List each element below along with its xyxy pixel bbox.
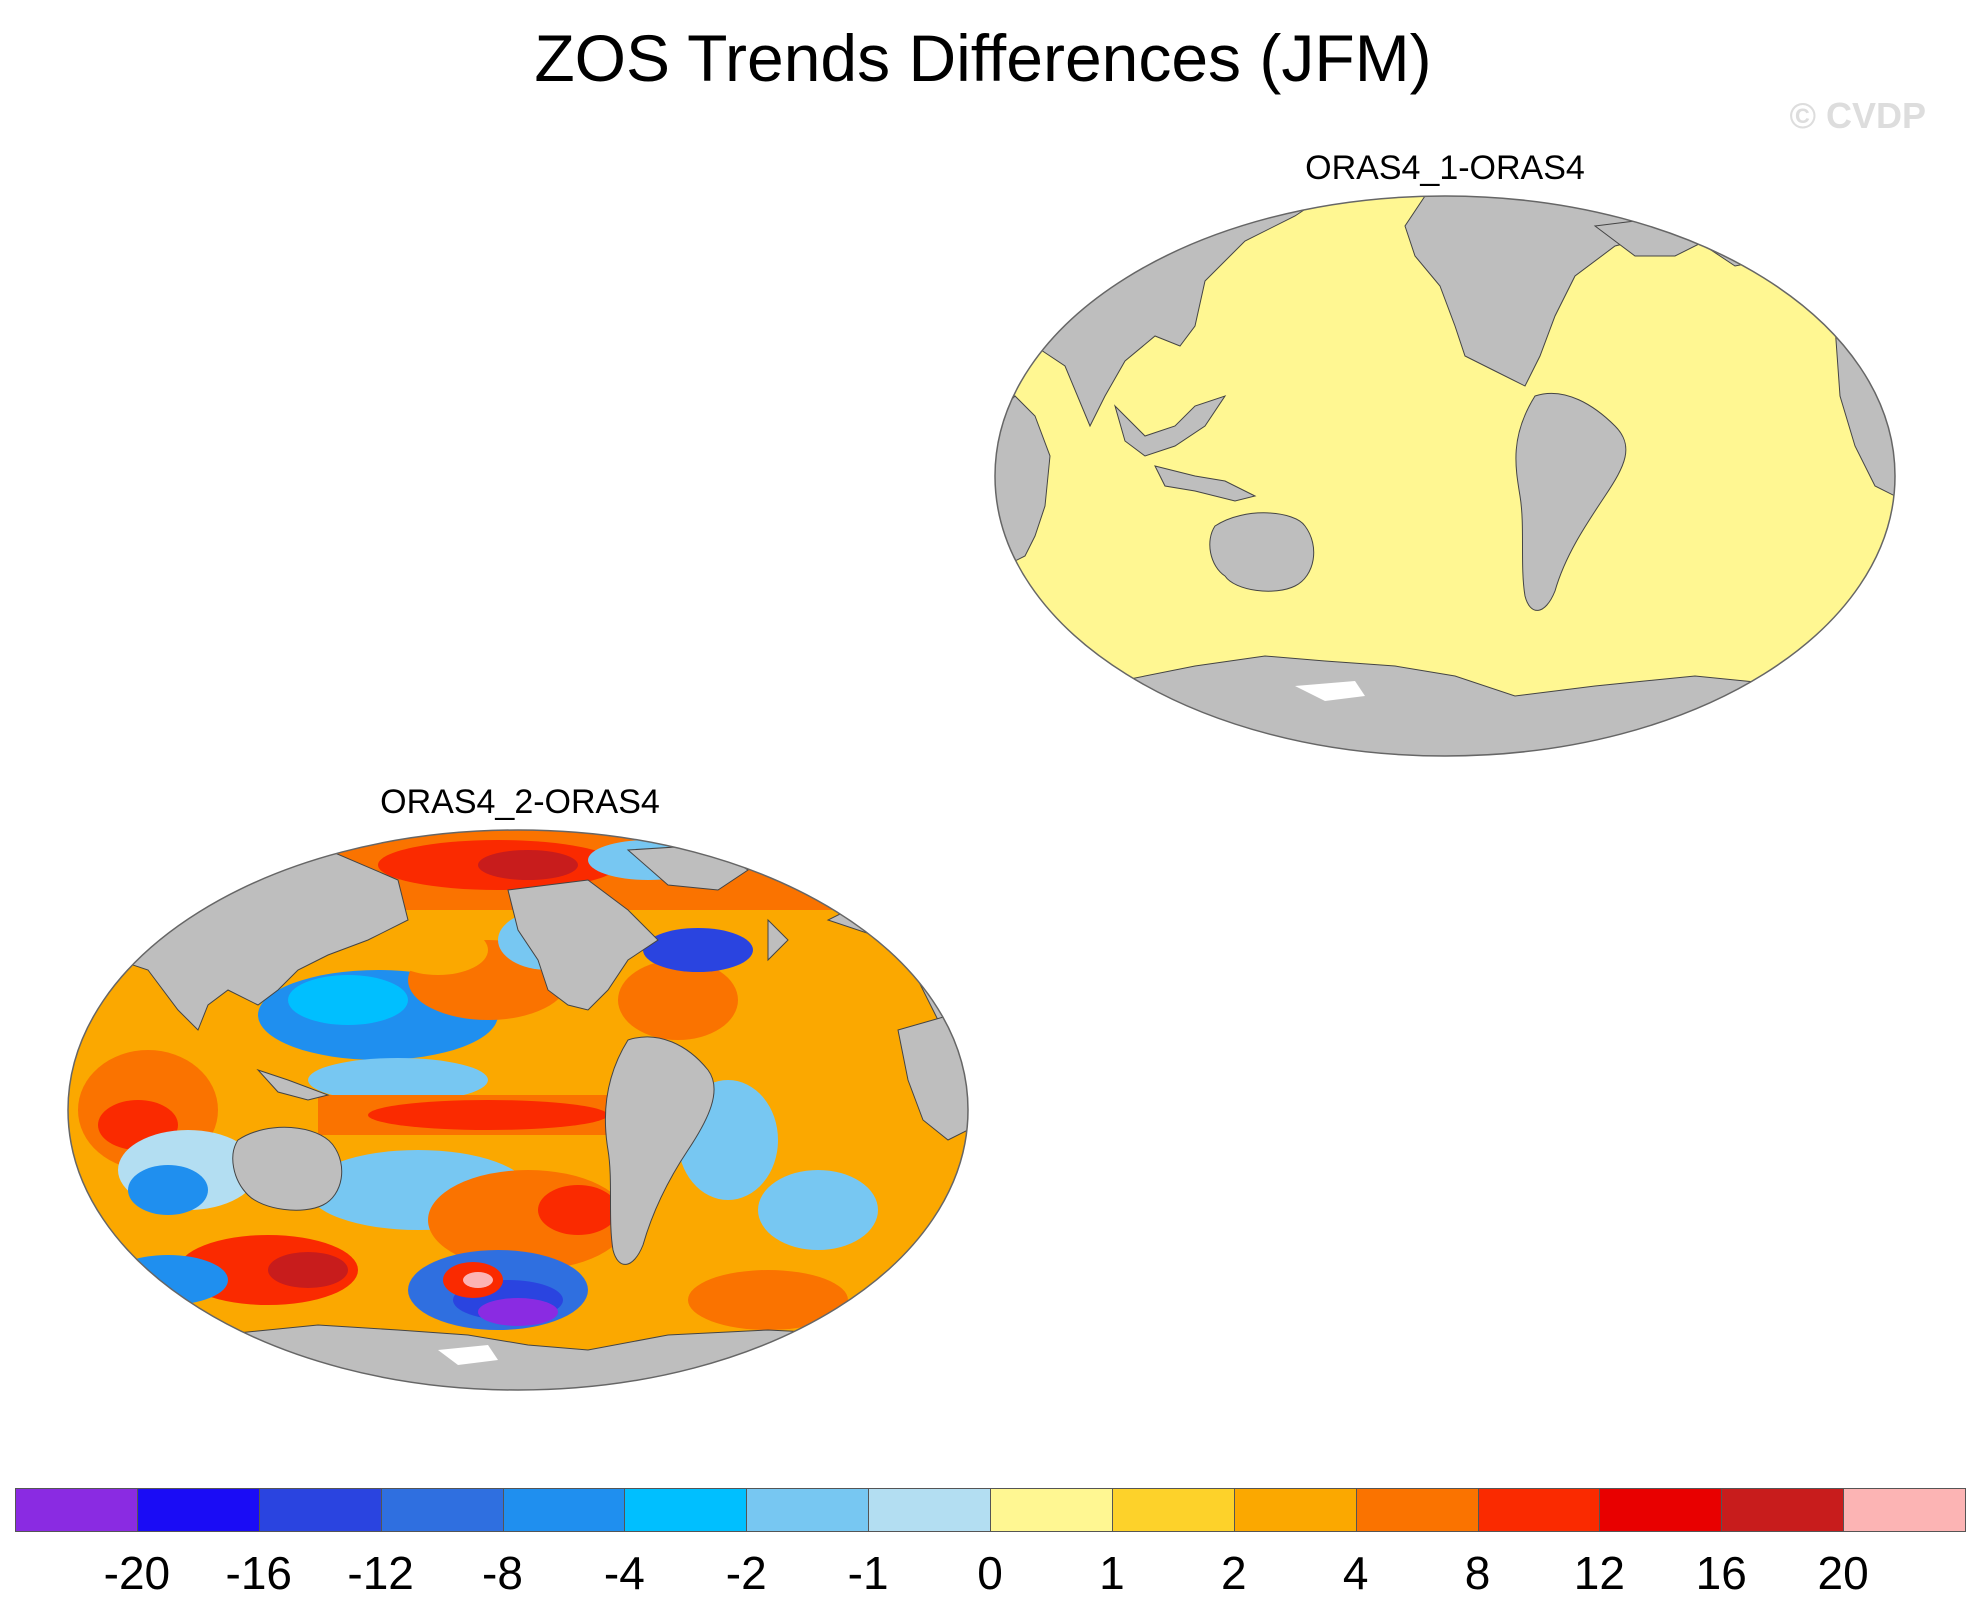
colorbar-box-7 <box>868 1488 991 1532</box>
colorbar-box-0 <box>15 1488 138 1532</box>
colorbar-label: 16 <box>1695 1547 1747 1599</box>
colorbar-label: -4 <box>603 1547 645 1599</box>
map-border <box>67 829 969 1391</box>
colorbar-label: -1 <box>847 1547 889 1599</box>
colorbar-box-5 <box>624 1488 748 1532</box>
colorbar-box-2 <box>258 1488 382 1532</box>
colorbar-label: 1 <box>1099 1547 1125 1599</box>
colorbar-label: -8 <box>482 1547 523 1599</box>
map-panel-2 <box>67 829 969 1391</box>
panel-1-title: ORAS4_1-ORAS4 <box>1305 149 1585 187</box>
cvdp-watermark: © CVDP <box>1789 95 1926 136</box>
colorbar <box>15 1488 1966 1534</box>
colorbar-box-13 <box>1599 1488 1723 1532</box>
colorbar-label: 20 <box>1817 1547 1869 1599</box>
colorbar-label: -12 <box>347 1547 414 1599</box>
panel-2-title: ORAS4_2-ORAS4 <box>380 783 660 821</box>
colorbar-box-10 <box>1233 1488 1357 1532</box>
colorbar-box-14 <box>1721 1488 1845 1532</box>
figure-title: ZOS Trends Differences (JFM) <box>534 21 1432 95</box>
colorbar-box-12 <box>1477 1488 1601 1532</box>
colorbar-box-1 <box>136 1488 260 1532</box>
colorbar-label: -20 <box>103 1547 171 1599</box>
colorbar-label: 4 <box>1342 1547 1369 1599</box>
colorbar-label: 8 <box>1464 1547 1491 1599</box>
colorbar-label: -2 <box>725 1547 767 1599</box>
ice-shelf <box>1295 681 1365 701</box>
colorbar-label: -16 <box>225 1547 292 1599</box>
colorbar-label: 0 <box>977 1547 1003 1599</box>
map-panel-1 <box>994 195 1896 757</box>
colorbar-box-11 <box>1355 1488 1479 1532</box>
colorbar-box-6 <box>746 1488 870 1532</box>
colorbar-box-15 <box>1843 1488 1966 1532</box>
map-border <box>994 195 1896 757</box>
colorbar-box-8 <box>990 1488 1113 1532</box>
colorbar-box-3 <box>380 1488 504 1532</box>
colorbar-box-4 <box>502 1488 626 1532</box>
colorbar-label: 12 <box>1573 1547 1625 1599</box>
ice-shelf <box>438 1345 498 1365</box>
colorbar-label: 2 <box>1220 1547 1247 1599</box>
colorbar-box-9 <box>1111 1488 1235 1532</box>
